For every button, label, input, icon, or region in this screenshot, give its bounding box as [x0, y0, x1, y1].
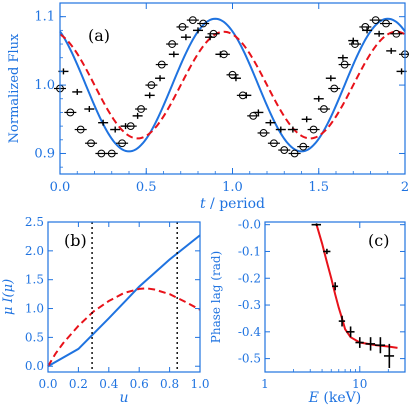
- panel-b-y-tick-label: 1.5: [25, 273, 44, 287]
- panel-a-y-tick-label: 1.1: [34, 10, 55, 25]
- panel-a-circle-point: [107, 149, 116, 158]
- panel-b: 0.0 0.2 0.4 0.6 0.8 1.0 0.0 0.5 1.0 1.5 2.0 2.5 (b)…: [1, 215, 210, 406]
- panel-a-circle-point: [280, 146, 289, 154]
- panel-b-y-axis-label: μ I(μ): [1, 279, 16, 315]
- panel-a-circle-point: [97, 149, 106, 158]
- panel-b-series: [47, 222, 201, 372]
- panel-a-circle-point: [249, 111, 258, 120]
- panel-a-circle-point: [371, 16, 380, 25]
- panel-a-x-tick-label: 2: [401, 180, 409, 195]
- panel-b-y-tick-label: 2.5: [25, 215, 44, 229]
- panel-a-circle-point: [199, 19, 208, 28]
- panel-a-circle-point: [157, 60, 166, 69]
- panel-a-circle-point: [299, 142, 308, 151]
- panel-b-y-tick-label: 0.0: [25, 359, 44, 373]
- panel-a-x-tick-label: 0.0: [50, 180, 71, 195]
- panel-b-x-tick-label: 0.8: [160, 377, 179, 391]
- panel-a-circle-point: [137, 105, 145, 113]
- panel-b-x-tick-label: 0.2: [69, 377, 88, 391]
- panel-a-model-dashed: [59, 30, 406, 140]
- panel-c-y-tick-label: -0.4: [238, 325, 262, 339]
- panel-a-circle-point: [270, 139, 278, 148]
- panel-a-circle-point: [188, 16, 197, 25]
- panel-a-ticks: 0.0 0.5 1.0 1.5 2 0.9 1.0 1.1: [34, 2, 409, 195]
- panel-a-x-tick-label: 0.5: [136, 180, 157, 195]
- panel-a-series: [59, 17, 406, 153]
- panel-a-y-tick-label: 1.0: [34, 78, 55, 93]
- panel-c-x-tick-label: 10: [352, 377, 367, 391]
- panel-a-circle-point: [178, 23, 187, 31]
- panel-b-frame: [47, 221, 201, 373]
- panel-c-x-axis-var: E: [308, 390, 319, 406]
- panel-c-y-axis-label: Phase lag (rad): [209, 251, 223, 343]
- panel-c-x-axis-label: E (keV): [308, 390, 362, 406]
- panel-a-y-axis-label: Normalized Flux: [7, 33, 22, 143]
- panel-c-y-tick-label: -0.0: [238, 218, 261, 232]
- panel-c-frame: [264, 221, 406, 373]
- panel-a: 0.0 0.5 1.0 1.5 2 0.9 1.0 1.1 (a) Normalized Fl…: [7, 2, 409, 212]
- panel-c: 1 10 -0.0 -0.1 -0.2 -0.3 -0.4 -0.5 (c) Phase la…: [209, 218, 406, 406]
- panel-b-y-tick-label: 1.0: [25, 302, 44, 316]
- panel-b-x-tick-label: 0.0: [38, 377, 57, 391]
- panel-a-label: (a): [88, 26, 110, 45]
- panel-c-y-tick-label: -0.5: [238, 352, 261, 366]
- panel-a-circle-point: [309, 125, 318, 134]
- panel-a-frame: [59, 2, 406, 175]
- panel-a-circle-point: [66, 108, 75, 117]
- panel-b-y-tick-label: 0.5: [25, 330, 44, 344]
- panel-a-circle-point: [392, 29, 401, 38]
- panel-a-x-axis-rest: / period: [206, 196, 265, 212]
- panel-c-y-tick-label: -0.1: [238, 244, 261, 258]
- panel-a-circle-point: [330, 84, 339, 93]
- panel-a-x-tick-label: 1.0: [222, 180, 243, 195]
- panel-a-circle-point: [320, 105, 328, 113]
- panel-a-circle-point: [118, 139, 126, 148]
- panel-c-y-tick-label: -0.2: [238, 271, 261, 285]
- panel-a-circle-point: [290, 149, 299, 158]
- panel-c-x-tick-label: 1: [261, 377, 269, 391]
- panel-a-circle-point: [76, 125, 85, 134]
- panel-a-circle-point: [382, 19, 390, 28]
- panel-c-ticks: 1 10 -0.0 -0.1 -0.2 -0.3 -0.4 -0.5: [238, 218, 406, 391]
- panel-b-x-tick-label: 0.6: [130, 377, 149, 391]
- panel-c-x-axis-rest: (keV): [319, 390, 361, 406]
- panel-c-points: [311, 223, 395, 368]
- panel-a-circle-point: [147, 81, 156, 89]
- panel-a-circle-point: [340, 60, 349, 69]
- panel-a-circle-point: [87, 139, 95, 148]
- panel-a-y-tick-label: 0.9: [34, 146, 55, 161]
- panel-a-points: [54, 16, 409, 158]
- panel-b-x-axis-label: u: [119, 390, 128, 406]
- panel-a-x-axis-var: t: [200, 196, 206, 212]
- panel-c-label: (c): [368, 231, 389, 250]
- panel-a-circle-point: [259, 129, 268, 137]
- panel-a-x-tick-label: 1.5: [308, 180, 329, 195]
- panel-b-label: (b): [64, 231, 87, 250]
- panel-b-x-tick-label: 1.0: [190, 377, 209, 391]
- panel-a-circle-point: [168, 40, 177, 48]
- panel-b-curve-solid: [47, 234, 201, 368]
- panel-b-x-tick-label: 0.4: [99, 377, 118, 391]
- panel-c-y-tick-label: -0.3: [238, 298, 261, 312]
- panel-a-model-solid: [59, 17, 406, 153]
- panel-b-curve-dashed: [47, 287, 201, 367]
- panel-b-y-tick-label: 2.0: [25, 244, 44, 258]
- panel-a-x-axis-label: t / period: [200, 196, 265, 212]
